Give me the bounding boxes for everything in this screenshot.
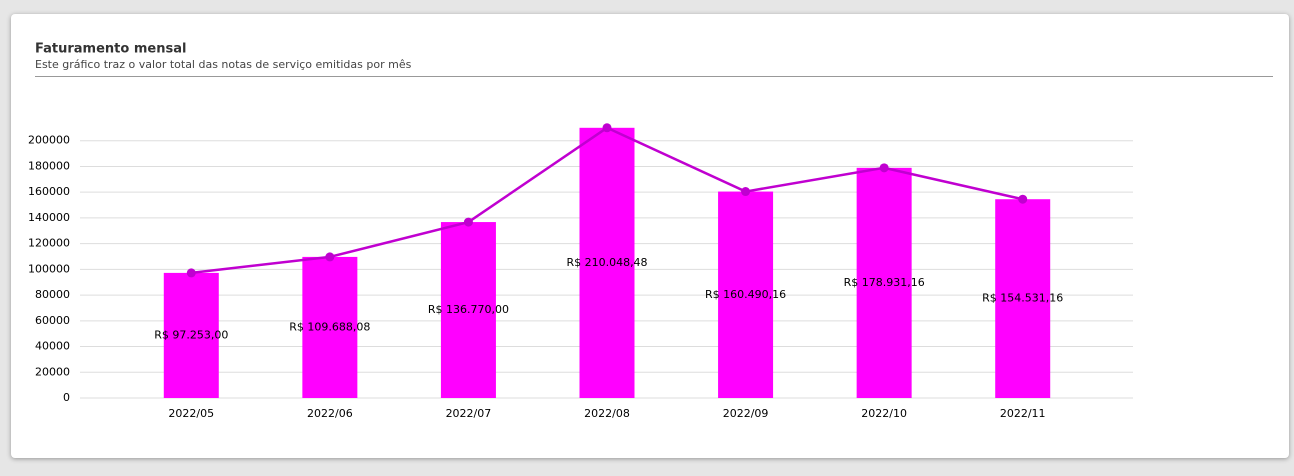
bar bbox=[302, 256, 358, 398]
value-label: R$ 178.931,16 bbox=[844, 276, 925, 289]
line-point bbox=[879, 163, 889, 173]
y-tick-label: 80000 bbox=[35, 288, 70, 301]
line-point bbox=[602, 123, 612, 133]
bar bbox=[440, 222, 496, 398]
x-tick-label: 2022/07 bbox=[446, 407, 492, 420]
x-tick-label: 2022/11 bbox=[1000, 407, 1046, 420]
line-point bbox=[1018, 194, 1028, 204]
y-tick-label: 100000 bbox=[28, 262, 70, 275]
x-tick-label: 2022/09 bbox=[723, 407, 769, 420]
x-tick-label: 2022/06 bbox=[307, 407, 353, 420]
x-tick-label: 2022/05 bbox=[168, 407, 214, 420]
card bbox=[11, 14, 1289, 458]
bar bbox=[856, 167, 912, 398]
y-tick-label: 200000 bbox=[28, 134, 70, 147]
y-tick-label: 20000 bbox=[35, 365, 70, 378]
value-label: R$ 210.048,48 bbox=[566, 256, 647, 269]
value-label: R$ 109.688,08 bbox=[289, 320, 370, 333]
y-tick-label: 160000 bbox=[28, 185, 70, 198]
line-point bbox=[325, 252, 335, 262]
y-tick-label: 0 bbox=[63, 391, 70, 404]
y-tick-label: 120000 bbox=[28, 237, 70, 250]
line-point bbox=[463, 217, 473, 227]
bar bbox=[718, 191, 774, 398]
x-tick-label: 2022/10 bbox=[861, 407, 907, 420]
y-tick-label: 180000 bbox=[28, 159, 70, 172]
line-point bbox=[741, 187, 751, 197]
chart-title: Faturamento mensal bbox=[35, 42, 186, 57]
value-label: R$ 97.253,00 bbox=[154, 328, 228, 341]
value-label: R$ 154.531,16 bbox=[982, 292, 1063, 305]
value-label: R$ 136.770,00 bbox=[428, 303, 509, 316]
y-tick-label: 140000 bbox=[28, 211, 70, 224]
y-tick-label: 60000 bbox=[35, 314, 70, 327]
bar bbox=[995, 199, 1051, 398]
bar bbox=[579, 127, 635, 399]
chart-subtitle: Este gráfico traz o valor total das nota… bbox=[35, 58, 412, 71]
bar bbox=[163, 272, 219, 398]
value-label: R$ 160.490,16 bbox=[705, 288, 786, 301]
line-point bbox=[186, 268, 196, 278]
x-tick-label: 2022/08 bbox=[584, 407, 630, 420]
y-tick-label: 40000 bbox=[35, 340, 70, 353]
